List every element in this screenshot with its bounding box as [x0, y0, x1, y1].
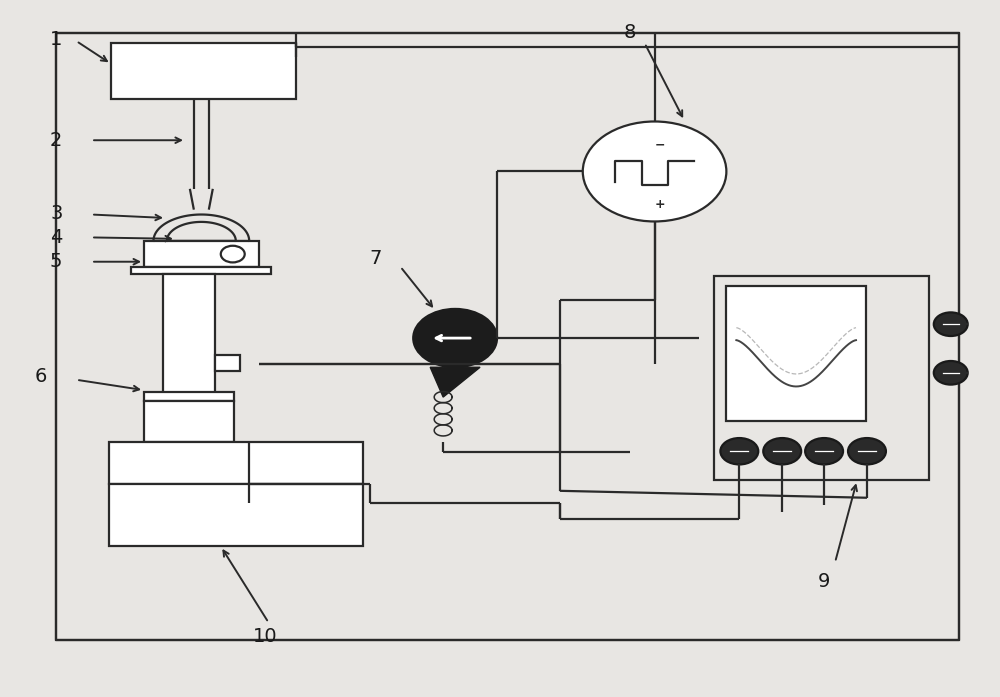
Bar	[109, 442, 363, 484]
Bar	[144, 241, 259, 267]
Text: 5: 5	[50, 252, 62, 271]
Circle shape	[413, 309, 497, 367]
Text: 10: 10	[253, 627, 278, 646]
Text: 3: 3	[50, 204, 62, 222]
Text: 7: 7	[369, 249, 382, 268]
Circle shape	[934, 361, 968, 385]
Bar	[163, 274, 215, 394]
Circle shape	[583, 121, 726, 222]
Text: 2: 2	[50, 131, 62, 150]
Circle shape	[934, 312, 968, 336]
Text: +: +	[654, 198, 665, 211]
Text: 1: 1	[50, 30, 62, 49]
Polygon shape	[430, 367, 480, 397]
Text: 4: 4	[50, 228, 62, 247]
Bar	[56, 33, 959, 640]
Circle shape	[720, 438, 758, 464]
Circle shape	[848, 438, 886, 464]
Circle shape	[221, 246, 245, 262]
Bar	[111, 43, 296, 98]
Bar	[215, 355, 240, 371]
Bar	[726, 286, 866, 422]
Bar	[109, 484, 363, 546]
Bar	[131, 267, 271, 274]
Text: −: −	[654, 139, 665, 151]
Text: 8: 8	[623, 23, 636, 42]
Bar	[144, 401, 234, 442]
Bar	[714, 275, 929, 480]
Text: 9: 9	[818, 572, 830, 590]
Text: 6: 6	[35, 367, 47, 385]
Bar	[144, 392, 234, 401]
Circle shape	[763, 438, 801, 464]
Circle shape	[805, 438, 843, 464]
